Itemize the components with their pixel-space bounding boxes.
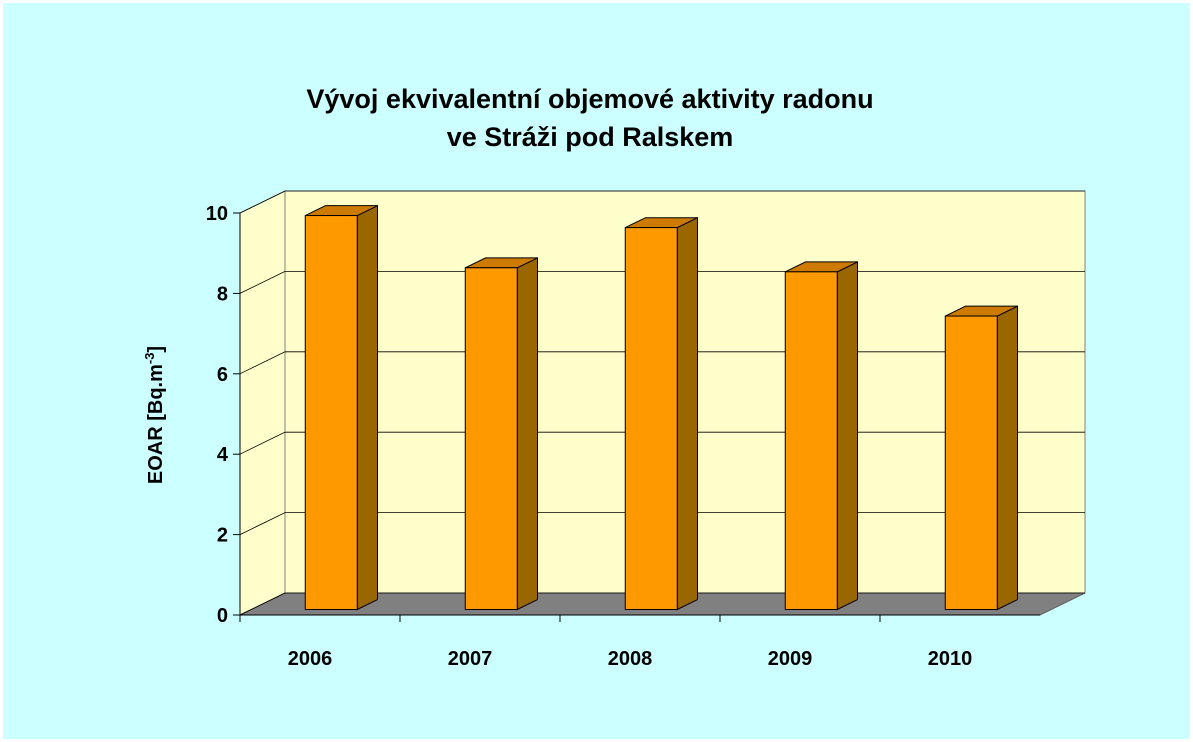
bar-front	[464, 267, 518, 610]
plot-area: 0 2 4 6 8 10 2006 2007 2008 2009 2010	[206, 190, 1086, 670]
y-axis-label-sup: -3	[142, 353, 157, 365]
bar-front	[624, 227, 678, 610]
x-tick-label: 2007	[448, 648, 493, 670]
bar	[464, 257, 538, 611]
bar	[944, 305, 1018, 611]
bar-side	[356, 204, 378, 611]
bar-front	[944, 315, 998, 610]
x-tick-label: 2008	[608, 648, 653, 670]
bar	[784, 261, 858, 611]
bar-front	[304, 215, 358, 610]
bar	[304, 204, 378, 611]
x-tick-label: 2006	[288, 648, 333, 670]
grid-line	[239, 190, 1085, 214]
y-axis-label-text: EOAR [Bq.m	[145, 364, 167, 484]
x-tick-label: 2009	[768, 648, 813, 670]
y-axis-label-end: ]	[145, 346, 167, 353]
y-tick-label: 0	[217, 605, 228, 627]
bar	[624, 216, 698, 611]
bar-side	[676, 216, 698, 611]
y-tick-label: 4	[217, 444, 229, 466]
y-axis-label: EOAR [Bq.m-3]	[142, 346, 167, 484]
y-tick-label: 6	[217, 364, 228, 386]
y-tick-label: 10	[206, 203, 228, 225]
chart-title: Vývoj ekvivalentní objemové aktivity rad…	[306, 84, 873, 114]
chart-title: ve Stráži pod Ralskem	[447, 122, 734, 152]
bar-front	[784, 271, 838, 610]
bar-side	[996, 305, 1018, 611]
y-tick-label: 8	[217, 283, 228, 305]
y-tick-label: 2	[217, 525, 228, 547]
bar-side	[836, 261, 858, 611]
x-tick-label: 2010	[928, 648, 973, 670]
bar-side	[516, 257, 538, 611]
side-wall	[239, 190, 286, 616]
